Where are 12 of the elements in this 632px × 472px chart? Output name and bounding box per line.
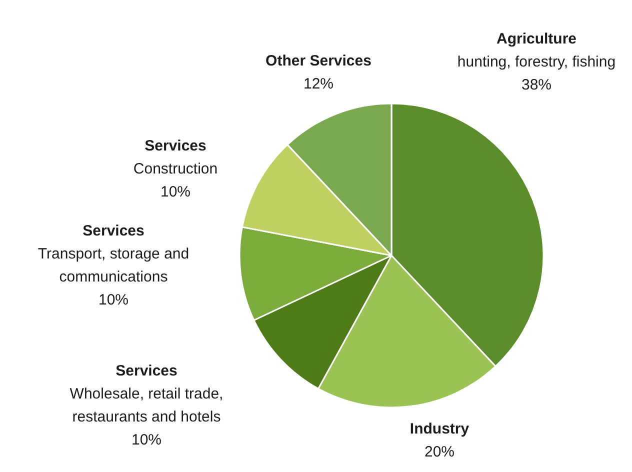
data-label: 10%	[131, 432, 162, 448]
slice-label: Services Wholesale, retail trade, restaurants and hotels	[70, 362, 224, 426]
slice-label: Agriculture hunting, forestry, fishing	[457, 30, 616, 70]
data-label: 12%	[303, 76, 334, 92]
slice-label: Services Construction	[133, 138, 218, 178]
slice-label: Services Transport, storage and communications	[38, 222, 190, 286]
data-label: 10%	[160, 184, 191, 200]
slice-label: Other Services	[266, 52, 372, 70]
data-label: 20%	[424, 444, 455, 460]
slice-label: Industry	[410, 420, 470, 438]
data-label: 10%	[98, 292, 129, 308]
data-label: 38%	[521, 76, 552, 94]
